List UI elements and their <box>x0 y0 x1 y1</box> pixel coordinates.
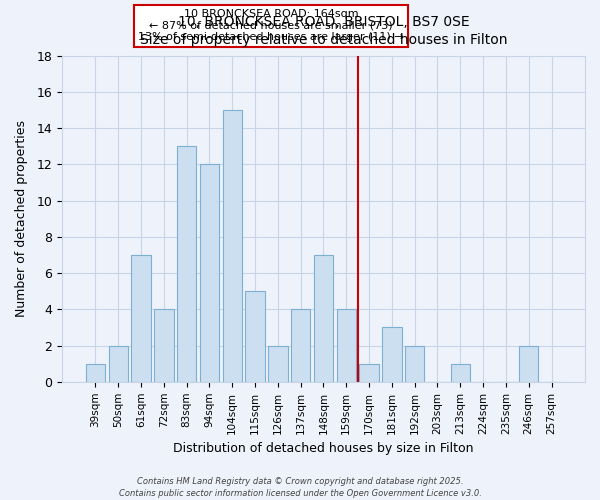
Bar <box>382 328 401 382</box>
Bar <box>131 255 151 382</box>
Text: 10 BRONCKSEA ROAD: 164sqm
← 87% of detached houses are smaller (73)
13% of semi-: 10 BRONCKSEA ROAD: 164sqm ← 87% of detac… <box>139 10 404 42</box>
Bar <box>405 346 424 382</box>
Bar <box>268 346 287 382</box>
Bar <box>86 364 105 382</box>
Y-axis label: Number of detached properties: Number of detached properties <box>15 120 28 317</box>
Bar <box>200 164 219 382</box>
Bar <box>519 346 538 382</box>
Bar <box>154 310 173 382</box>
Bar <box>337 310 356 382</box>
Bar <box>177 146 196 382</box>
Bar <box>451 364 470 382</box>
Bar <box>245 291 265 382</box>
Title: 10, BRONCKSEA ROAD, BRISTOL, BS7 0SE
Size of property relative to detached house: 10, BRONCKSEA ROAD, BRISTOL, BS7 0SE Siz… <box>140 15 507 48</box>
Bar <box>291 310 310 382</box>
Bar <box>223 110 242 382</box>
Text: Contains HM Land Registry data © Crown copyright and database right 2025.
Contai: Contains HM Land Registry data © Crown c… <box>119 476 481 498</box>
Bar <box>109 346 128 382</box>
Bar <box>359 364 379 382</box>
X-axis label: Distribution of detached houses by size in Filton: Distribution of detached houses by size … <box>173 442 474 455</box>
Bar <box>314 255 333 382</box>
